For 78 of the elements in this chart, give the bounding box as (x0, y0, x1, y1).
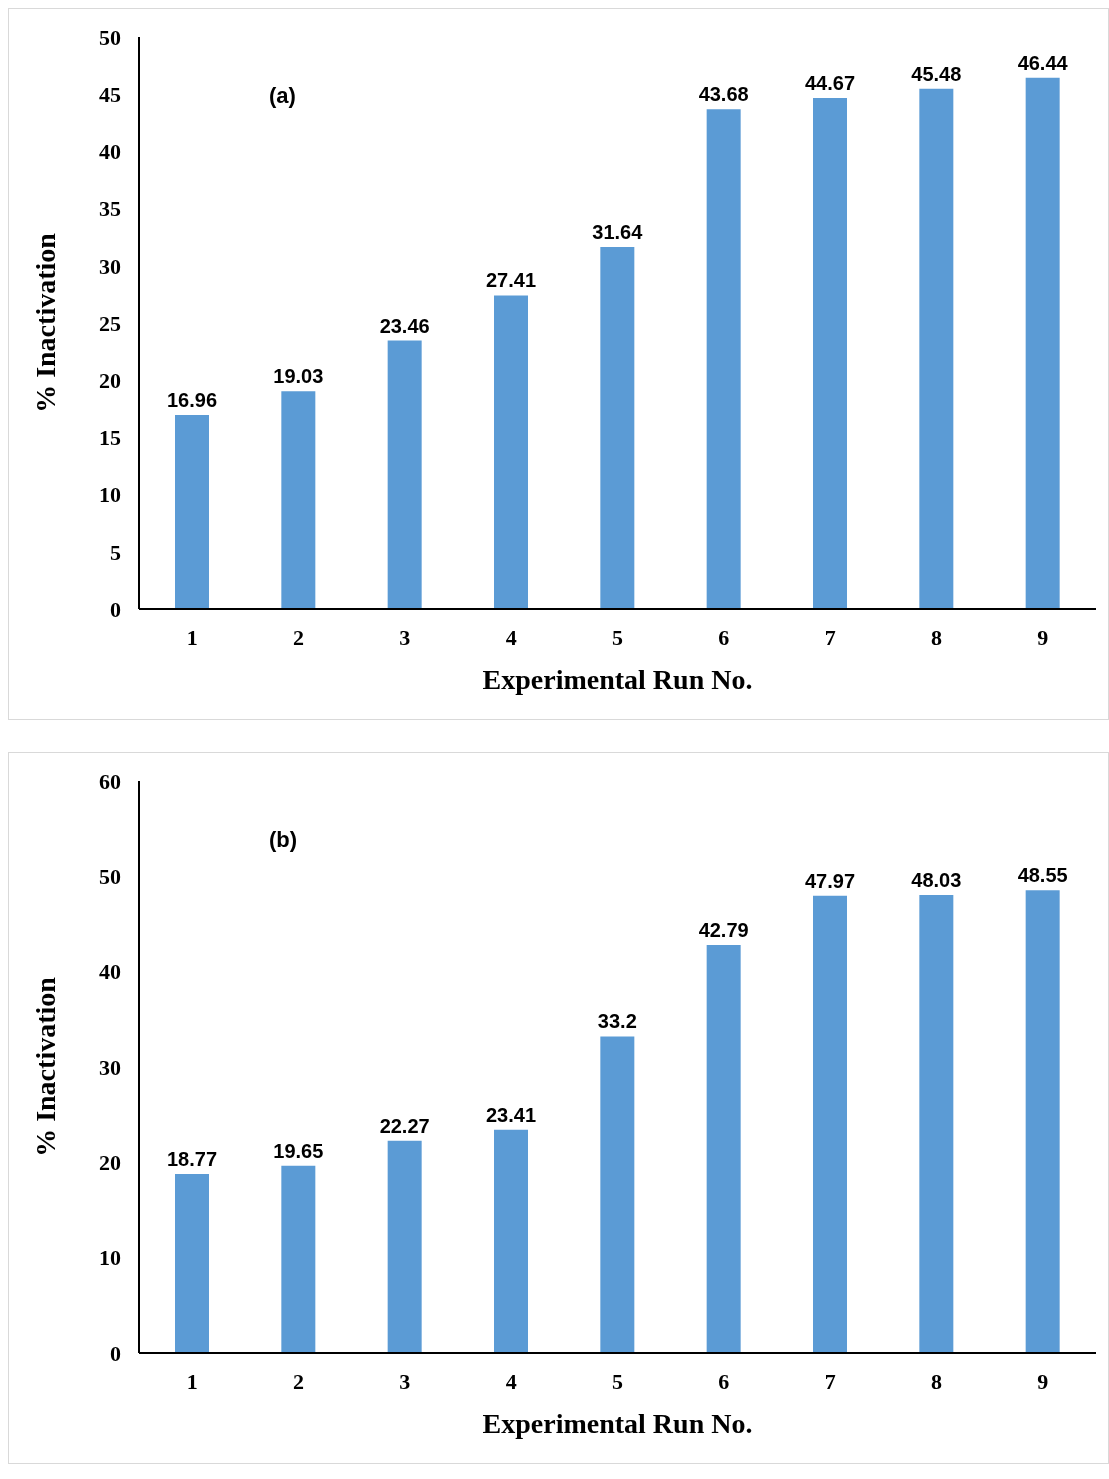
x-tick-label: 2 (293, 624, 304, 650)
bar (600, 1036, 635, 1353)
data-label: 48.55 (1017, 864, 1068, 887)
x-tick-label: 9 (1037, 624, 1049, 650)
bar (813, 97, 847, 609)
bar (919, 895, 954, 1353)
bar (813, 895, 847, 1353)
bar (387, 1140, 422, 1353)
data-label: 48.03 (911, 869, 962, 892)
data-label: 45.48 (911, 62, 962, 85)
y-tick-label: 30 (99, 253, 121, 279)
x-tick-label: 4 (505, 624, 517, 650)
data-label: 46.44 (1017, 51, 1069, 74)
bar (387, 340, 422, 609)
x-tick-label: 9 (1037, 1368, 1049, 1394)
x-axis-title: Experimental Run No. (482, 664, 753, 695)
x-tick-label: 2 (293, 1368, 304, 1394)
y-tick-label: 50 (99, 24, 121, 50)
bar (494, 1129, 528, 1353)
data-label: 31.64 (592, 221, 644, 244)
y-tick-label: 10 (99, 482, 121, 508)
x-tick-label: 6 (718, 1368, 730, 1394)
data-label: 19.03 (273, 365, 324, 388)
x-tick-label: 7 (824, 1368, 836, 1394)
y-tick-label: 40 (99, 959, 121, 985)
y-tick-label: 5 (110, 539, 121, 565)
data-label: 16.96 (166, 388, 218, 411)
data-label: 22.27 (379, 1114, 430, 1137)
x-axis-title: Experimental Run No. (482, 1408, 753, 1439)
bar (175, 414, 209, 609)
data-label: 47.97 (804, 869, 856, 892)
y-tick-label: 40 (99, 139, 121, 165)
y-axis-title: % Inactivation (29, 232, 61, 413)
y-tick-label: 25 (99, 310, 121, 336)
x-tick-label: 1 (186, 624, 198, 650)
y-tick-label: 50 (99, 864, 121, 890)
y-tick-label: 35 (99, 196, 121, 222)
bar (175, 1174, 209, 1353)
data-label: 18.77 (166, 1148, 218, 1171)
annotation: (a) (269, 83, 296, 109)
data-label: 23.46 (379, 314, 430, 337)
x-tick-label: 5 (612, 1368, 623, 1394)
data-label: 23.41 (485, 1103, 537, 1126)
y-tick-label: 20 (99, 368, 121, 394)
y-tick-label: 0 (110, 1340, 121, 1366)
y-tick-label: 30 (99, 1054, 121, 1080)
bar (706, 945, 741, 1353)
data-label: 44.67 (804, 71, 856, 94)
bar (1025, 77, 1060, 609)
y-tick-label: 60 (99, 768, 121, 794)
y-tick-label: 45 (99, 82, 121, 108)
x-tick-label: 3 (399, 1368, 411, 1394)
bar (281, 391, 316, 609)
x-tick-label: 8 (931, 1368, 942, 1394)
x-tick-label: 8 (931, 624, 942, 650)
bar (1025, 890, 1060, 1353)
y-tick-label: 0 (110, 596, 121, 622)
x-tick-label: 4 (505, 1368, 517, 1394)
bar (706, 109, 741, 609)
x-tick-label: 6 (718, 624, 730, 650)
bar (281, 1165, 316, 1353)
y-tick-label: 10 (99, 1245, 121, 1271)
y-tick-label: 20 (99, 1150, 121, 1176)
x-tick-label: 1 (186, 1368, 198, 1394)
data-label: 33.2 (597, 1010, 637, 1033)
bar (600, 247, 635, 609)
data-label: 42.79 (698, 919, 749, 942)
x-tick-label: 3 (399, 624, 411, 650)
y-axis-title: % Inactivation (29, 976, 61, 1157)
data-label: 27.41 (485, 269, 537, 292)
y-tick-label: 15 (99, 425, 121, 451)
annotation: (b) (269, 827, 298, 853)
x-tick-label: 7 (824, 624, 836, 650)
x-tick-label: 5 (612, 624, 623, 650)
bar (494, 295, 528, 609)
data-label: 19.65 (273, 1139, 324, 1162)
bar (919, 88, 954, 609)
data-label: 43.68 (698, 83, 749, 106)
